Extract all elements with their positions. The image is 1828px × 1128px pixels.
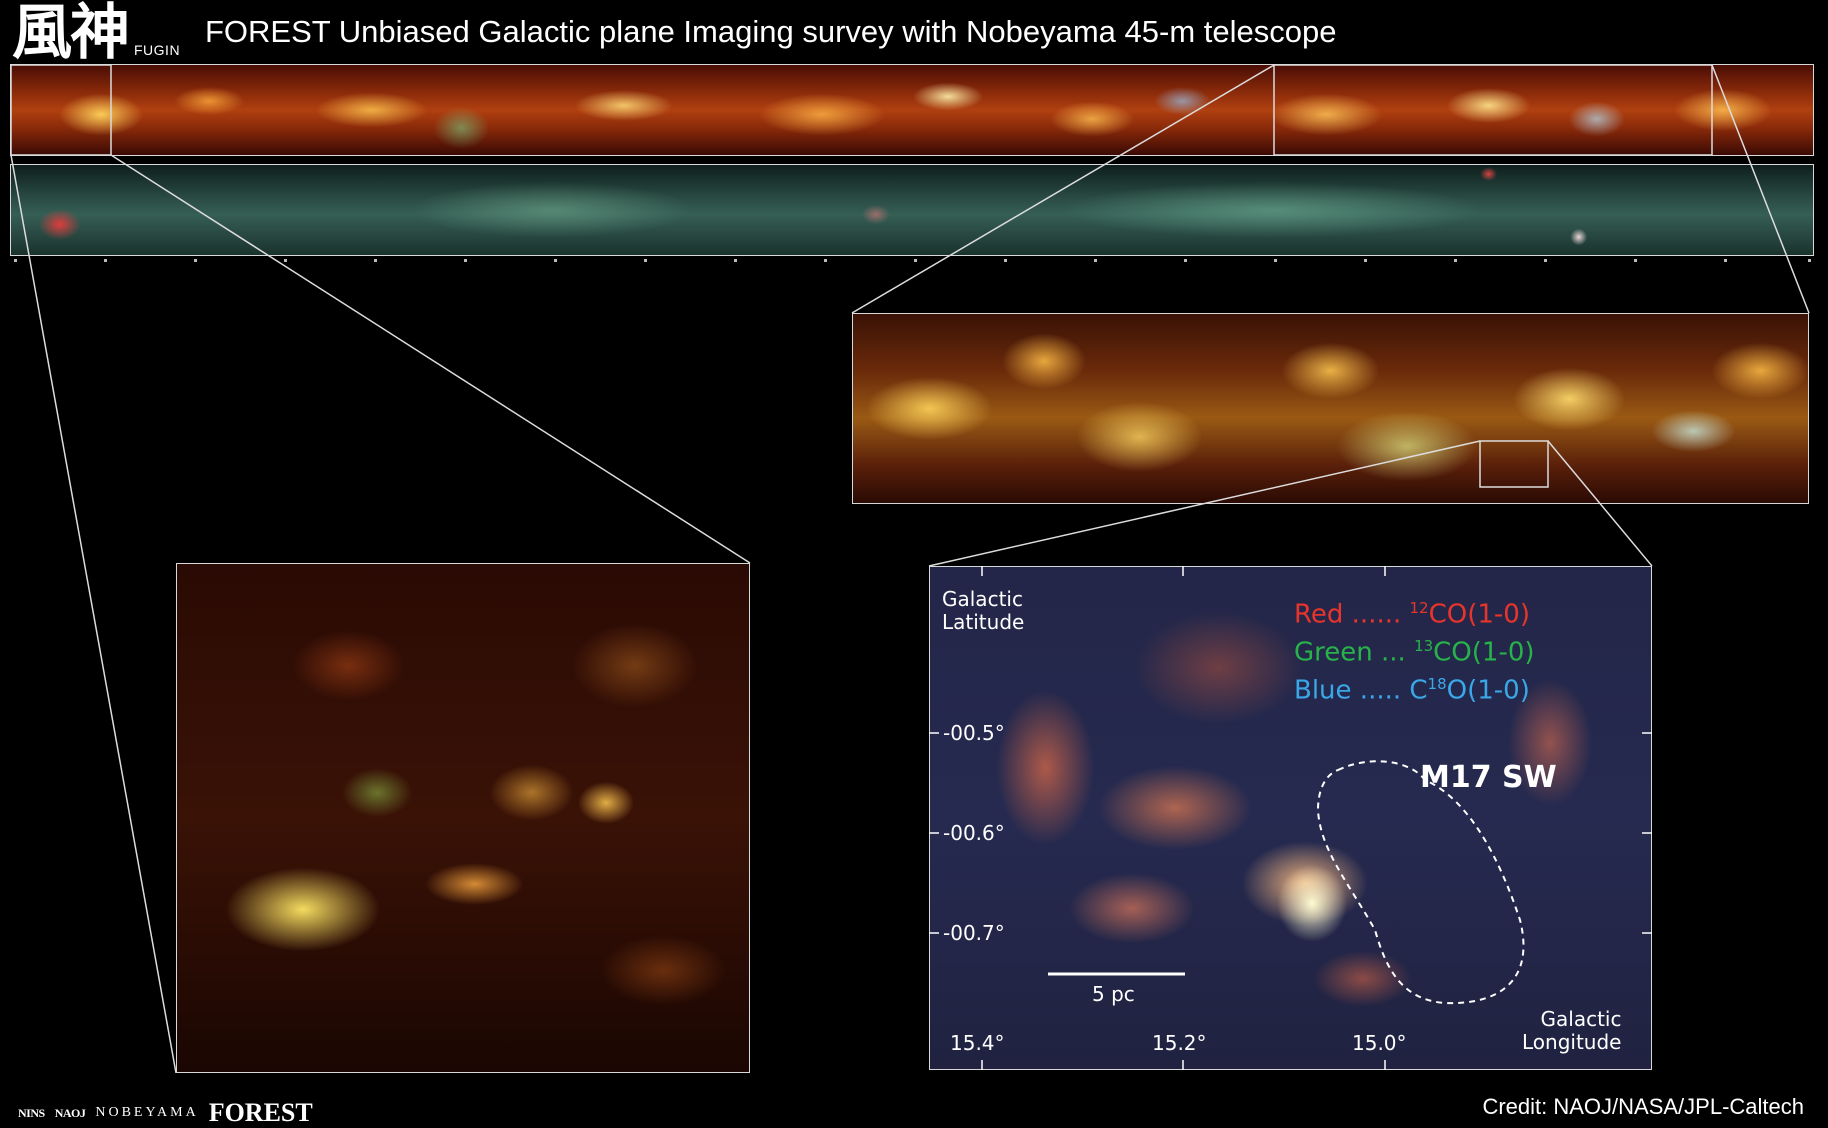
longitude-axis-label: Galactic Longitude <box>1522 1007 1622 1054</box>
m17-sw-region-outline <box>1316 760 1525 1005</box>
strip-tick <box>1184 259 1187 262</box>
nobeyama-logo: NOBEYAMA <box>95 1105 199 1120</box>
legend-red-entry: Red ...... 12CO(1-0) <box>1294 599 1530 630</box>
fugin-logo-subtitle: FUGIN <box>134 42 181 58</box>
zoom-strip-highlight-box <box>1479 440 1549 488</box>
left-zoom-connector-line-1 <box>10 154 177 1074</box>
strip-tick <box>914 259 917 262</box>
page-title: FOREST Unbiased Galactic plane Imaging s… <box>205 14 1337 49</box>
strip-tick <box>104 259 107 262</box>
forest-logo: FOREST <box>208 1098 313 1127</box>
scale-bar-label: 5 pc <box>1092 982 1135 1006</box>
right-zoom-connector-line-2 <box>1711 64 1810 314</box>
top-strip-right-highlight-box <box>1273 64 1713 156</box>
strip-tick <box>194 259 197 262</box>
middle-plane-strip-image <box>10 164 1814 256</box>
m17-connector-line-2 <box>1547 440 1653 567</box>
strip-tick <box>1004 259 1007 262</box>
strip-tick <box>1808 259 1811 262</box>
y-tick-label: -00.5° <box>943 721 1005 745</box>
strip-tick <box>1454 259 1457 262</box>
m17-connector-line-1 <box>928 440 1481 567</box>
legend-blue-entry: Blue ..... C18O(1-0) <box>1294 675 1530 706</box>
image-credit: Credit: NAOJ/NASA/JPL-Caltech <box>1482 1094 1804 1119</box>
strip-tick <box>1724 259 1727 262</box>
footer-logos: NINS NAOJ NOBEYAMA FOREST <box>18 1098 313 1128</box>
strip-tick <box>1364 259 1367 262</box>
m17-sw-zoom-region-image <box>929 566 1652 1070</box>
zoomed-plane-strip-image <box>852 313 1809 504</box>
top-plane-strip-image <box>10 64 1814 156</box>
strip-tick <box>1274 259 1277 262</box>
top-strip-left-highlight-box <box>10 64 112 156</box>
y-tick-label: -00.6° <box>943 821 1005 845</box>
fugin-logo-kanji: 風神 <box>12 0 130 68</box>
legend-green-entry: Green ... 13CO(1-0) <box>1294 637 1535 668</box>
strip-tick <box>734 259 737 262</box>
right-zoom-connector-line-1 <box>851 64 1275 314</box>
naoj-logo: NAOJ <box>54 1105 86 1120</box>
strip-tick <box>554 259 557 262</box>
strip-tick <box>374 259 377 262</box>
latitude-axis-label: Galactic Latitude <box>942 587 1025 634</box>
m17-sw-label: M17 SW <box>1420 760 1557 795</box>
x-tick-label: 15.0° <box>1352 1031 1407 1055</box>
x-tick-label: 15.4° <box>950 1031 1005 1055</box>
strip-tick <box>644 259 647 262</box>
strip-tick <box>1634 259 1637 262</box>
left-zoom-region-image <box>176 563 750 1073</box>
strip-tick <box>284 259 287 262</box>
strip-tick <box>824 259 827 262</box>
nins-logo: NINS <box>18 1105 45 1120</box>
strip-tick <box>1544 259 1547 262</box>
strip-tick <box>1094 259 1097 262</box>
y-tick-label: -00.7° <box>943 921 1005 945</box>
x-tick-label: 15.2° <box>1152 1031 1207 1055</box>
strip-tick <box>464 259 467 262</box>
strip-tick <box>14 259 17 262</box>
left-zoom-connector-line-2 <box>110 154 751 564</box>
